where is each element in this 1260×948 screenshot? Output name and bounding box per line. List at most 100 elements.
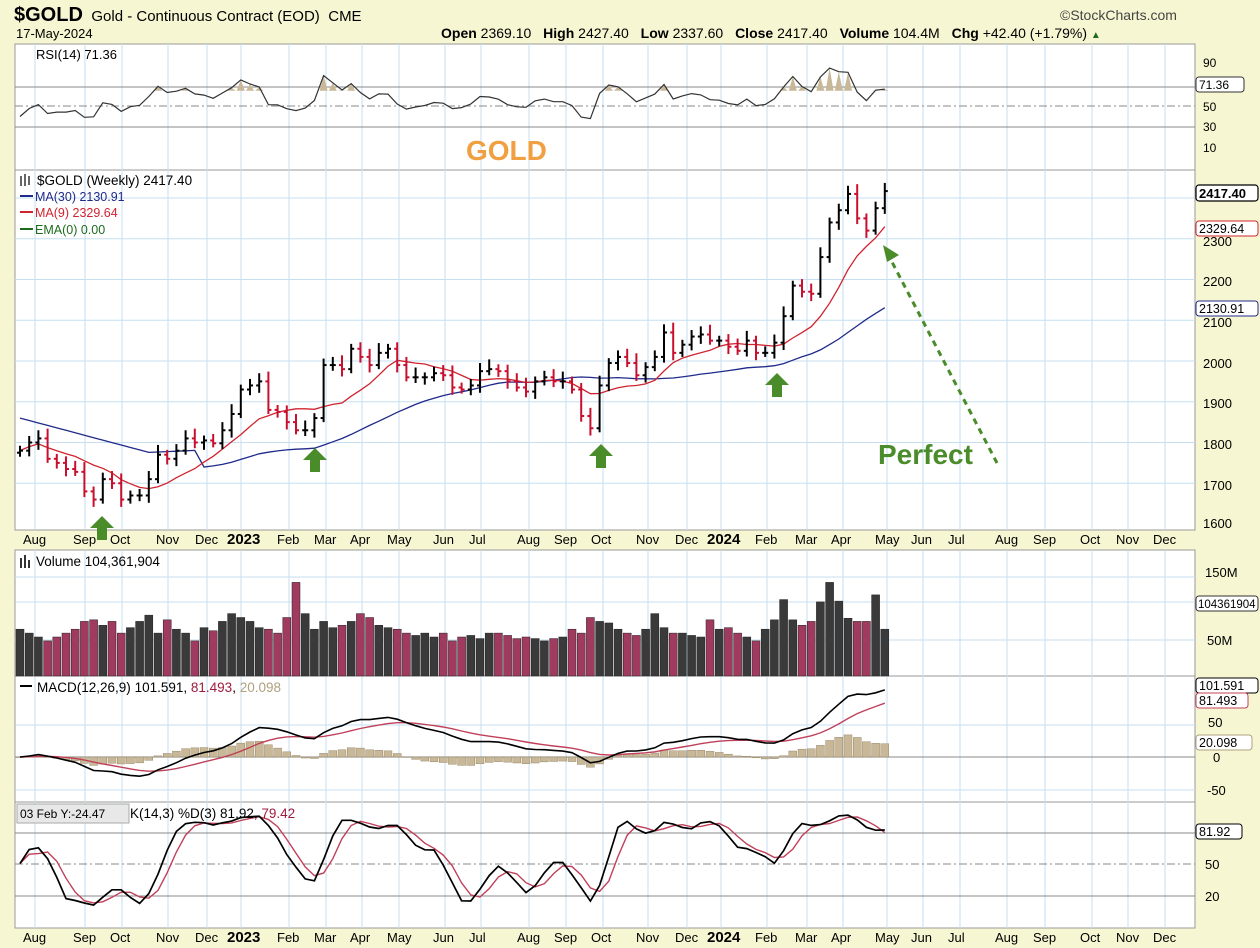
ohlc-bar (182, 430, 189, 455)
low-value: 2337.60 (672, 25, 724, 41)
bottom-x-axis: Aug Sep Oct Nov Dec 2023 Feb Mar Apr May Jun Jul Aug… (23, 929, 1177, 946)
ohlc-bar (320, 358, 327, 423)
ohlc-bar (329, 356, 336, 371)
ohlc-bar (348, 343, 355, 374)
macd-hist-bar (107, 756, 117, 764)
volume-bar (576, 632, 586, 677)
ohlc-bar (642, 362, 649, 383)
volume-bar (135, 621, 144, 677)
macd-hist-bar (466, 756, 475, 766)
macd-hist-bar (558, 756, 567, 762)
volume-bar (466, 635, 476, 677)
ohlc-bar (707, 324, 713, 345)
volume-bar (714, 628, 724, 677)
ohlc-bar (817, 247, 824, 298)
macd-hist-bar (715, 752, 724, 758)
x-axis-label: 2023 (227, 531, 260, 548)
macd-hist-bar (540, 756, 549, 763)
ohlc-bar (734, 338, 741, 355)
x-axis-label: Feb (277, 532, 299, 547)
volume-bar (190, 640, 200, 677)
volume-bar (770, 619, 779, 677)
stoch-k: 81.92 (220, 806, 254, 821)
macd-hist-bar (310, 756, 319, 759)
x-axis-label: May (387, 930, 412, 945)
rsi-value-tag-box (1195, 76, 1245, 93)
ohlc-bar (495, 364, 502, 377)
ohlc-bar (17, 445, 23, 457)
macd-hist-bar (347, 747, 356, 758)
brand[interactable]: ©StockCharts.com (1060, 7, 1177, 23)
volume-bar (622, 632, 632, 677)
volume-axis: 150M 50M (1205, 565, 1238, 648)
ohlc-bar (467, 378, 474, 396)
x-axis-label: Jul (469, 930, 486, 945)
ohlc-bar (127, 490, 134, 504)
x-axis-label: Nov (1116, 930, 1140, 945)
macd-hist-bar (871, 743, 880, 758)
close-tag: 2417.40 (1199, 186, 1246, 201)
ma9-tag-box (1195, 220, 1259, 237)
volume-bar (549, 638, 558, 677)
rsi-tick: 50 (1203, 100, 1217, 114)
x-axis-label: Feb (755, 532, 777, 547)
macd-hist-bar (650, 752, 659, 758)
ohlc-bar (394, 342, 401, 373)
ohlc-bar (596, 375, 603, 433)
ohlc-bar (458, 382, 465, 394)
macd-hist-bar (761, 756, 770, 760)
volume-bar (475, 638, 485, 677)
ma30-tag: 2130.91 (1199, 302, 1244, 316)
macd-hist-bar (319, 753, 328, 758)
macd-hist-bar (549, 756, 558, 762)
ohlc-bar (780, 306, 787, 350)
ohlc-bar (716, 335, 723, 347)
volume-bar (457, 636, 466, 677)
macd-tag2-box (1195, 692, 1249, 709)
ohlc-bar (191, 428, 198, 449)
x-axis-label: Aug (995, 532, 1018, 547)
volume-bar (521, 636, 531, 677)
macd-hist-bar (162, 753, 172, 758)
ohlc-bar (311, 413, 318, 438)
ohlc-bar (136, 488, 143, 502)
x-axis-label: Aug (23, 930, 46, 945)
x-axis-label: Oct (1080, 532, 1101, 547)
volume-icon (20, 555, 30, 568)
macd-hist-bar (862, 741, 871, 758)
macd-hist-bar (448, 756, 457, 765)
volume-bar (751, 640, 761, 677)
stoch-label-rest: K(14,3) %D(3) (130, 806, 216, 821)
macd-hist-bar (807, 748, 816, 758)
x-axis-label: 2023 (227, 929, 260, 946)
ohlc-bar (99, 472, 106, 504)
macd-hist-bar (724, 753, 733, 758)
high-value: 2427.40 (578, 25, 629, 41)
price-tick: 1700 (1203, 478, 1232, 493)
volume-bar (843, 618, 853, 677)
volume-bars (15, 582, 890, 677)
rsi-value-tag: 71.36 (1199, 78, 1229, 92)
macd-tick: 50 (1208, 715, 1222, 730)
x-axis-label: Oct (110, 532, 131, 547)
legend-main: $GOLD (Weekly) 2417.40 (37, 173, 192, 188)
volume-bar (153, 632, 163, 677)
ohlc-bar (375, 343, 382, 370)
macd-hist-bar (825, 740, 834, 758)
ohlc-bar (743, 330, 750, 357)
macd-hist-bar (393, 753, 402, 758)
volume-bar (613, 628, 623, 677)
x-axis-label: Oct (1080, 930, 1101, 945)
ohlc-bar (449, 365, 456, 395)
price-tick: 2000 (1203, 356, 1232, 371)
ohlc-summary: Open 2369.10 High 2427.40 Low 2337.60 Cl… (441, 25, 1101, 41)
macd-hist-bar (245, 741, 255, 758)
macd-hist-bar (439, 756, 448, 763)
volume-bar (98, 625, 108, 677)
macd-hist-bar (153, 755, 163, 758)
volume-bar (678, 632, 687, 677)
rsi-panel (14, 43, 1196, 171)
macd-tag3-box (1195, 734, 1253, 751)
ohlc-bar (670, 322, 677, 361)
ohlc-bar (366, 348, 373, 373)
